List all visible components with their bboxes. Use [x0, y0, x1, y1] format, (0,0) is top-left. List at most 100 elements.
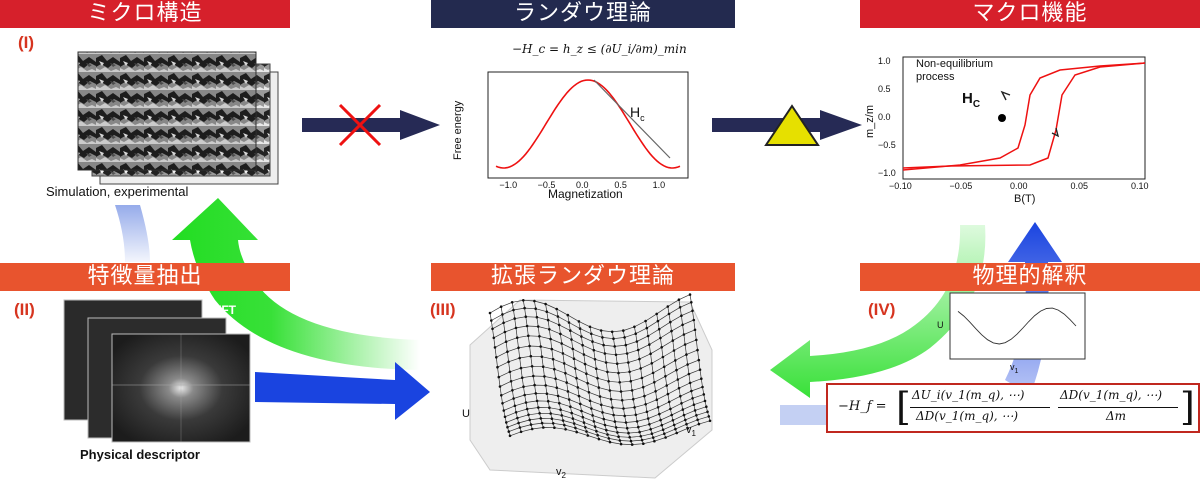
surface-point: [563, 423, 566, 427]
surface-point: [640, 438, 644, 442]
surface-point: [572, 357, 576, 361]
hysteresis-y-tick-label: −0.5: [878, 140, 896, 150]
surface-point: [577, 320, 581, 323]
surface-point: [703, 399, 707, 403]
surface-point: [596, 376, 599, 380]
surface-point: [496, 365, 499, 369]
surface-point: [655, 398, 659, 402]
surface-point: [618, 381, 621, 384]
surface-point: [622, 407, 625, 410]
surface-point: [612, 413, 615, 417]
surface-point: [629, 379, 633, 383]
surface-point: [555, 307, 558, 311]
surface-point: [507, 360, 510, 364]
surface-point: [518, 426, 522, 429]
surface-point: [508, 370, 512, 374]
faint-blue-band: [115, 205, 150, 262]
surface-point: [639, 367, 642, 370]
surface-point: [538, 335, 541, 338]
surface-point: [591, 414, 594, 417]
surface-point: [557, 323, 561, 327]
surface-point: [695, 338, 698, 342]
surface-point: [680, 402, 683, 405]
surface-point: [630, 443, 634, 446]
surface-point: [534, 307, 537, 311]
surface-point: [692, 318, 696, 322]
surface-point: [581, 415, 585, 419]
surface-point: [523, 393, 526, 397]
surface-point: [550, 417, 554, 421]
landau-x-tick-label: 0.0: [576, 180, 589, 190]
surface-point: [660, 346, 663, 349]
surface-point: [628, 436, 631, 439]
surface-point: [684, 418, 687, 422]
surface-point: [583, 362, 587, 366]
surface-point: [638, 430, 641, 434]
surface-point: [645, 326, 649, 330]
hysteresis-annotation-2: process: [916, 71, 955, 83]
surface-point: [559, 408, 562, 412]
surface-point: [623, 414, 626, 418]
surface-point: [530, 427, 534, 431]
surface-point: [635, 420, 639, 423]
surface-point: [607, 437, 611, 440]
eq-den1: ΔD(v_1(m_q), ⋯): [916, 409, 1019, 423]
surface-point: [618, 439, 622, 442]
surface-point: [561, 419, 565, 422]
surface-point: [488, 311, 492, 315]
surface-point: [596, 433, 599, 437]
surface-point: [597, 386, 601, 389]
surface-point: [503, 415, 507, 419]
surface-point: [660, 423, 664, 427]
surface-point: [676, 378, 680, 381]
surface-point: [498, 385, 502, 388]
surface-point: [591, 340, 594, 343]
surface-point: [651, 436, 655, 439]
surface-point: [613, 345, 616, 348]
surface-point: [666, 305, 670, 308]
surface-point: [501, 402, 504, 405]
surface-point: [633, 325, 636, 329]
surface-point: [682, 413, 686, 417]
surface-point: [544, 384, 547, 387]
surface-point: [540, 421, 544, 425]
surface-point: [613, 420, 617, 423]
caption-simulation: Simulation, experimental: [46, 184, 189, 199]
surface-point: [627, 361, 630, 364]
caption-fft: FFT: [214, 303, 236, 317]
surface-point: [533, 383, 536, 387]
surface-point: [599, 329, 603, 332]
header-micro: ミクロ構造: [0, 0, 290, 28]
surface-point: [677, 386, 681, 390]
surface-point: [685, 353, 688, 356]
surface-point: [602, 343, 605, 347]
surface-point: [696, 418, 699, 422]
surface-point: [514, 411, 518, 414]
surface-point: [567, 321, 571, 324]
small-plot-xlabel: v1: [1010, 362, 1019, 375]
surface-point: [516, 416, 519, 420]
header-landau: ランダウ理論: [431, 0, 735, 28]
label-iii: (III): [430, 300, 456, 319]
surface-point: [622, 329, 625, 332]
landau-x-tick-label: −1.0: [499, 180, 518, 190]
surface-point: [658, 412, 661, 416]
surface-point: [638, 357, 641, 361]
surface-point: [708, 419, 712, 423]
extended-equation-box: −H_f = [ ΔU_i(v_1(m_q), ⋯) ΔD(v_1(m_q), …: [826, 383, 1200, 433]
surface-point: [545, 392, 549, 396]
surface-point: [665, 384, 668, 387]
surface-point: [508, 434, 512, 438]
surface-point: [574, 426, 577, 430]
surface-point: [502, 321, 505, 325]
surface-point: [593, 358, 597, 361]
yellow-triangle-icon: [764, 104, 820, 146]
surface-point: [523, 306, 526, 310]
surface-point: [625, 426, 629, 430]
surface-point: [629, 439, 633, 443]
surface-point: [645, 410, 649, 414]
surface-point: [544, 302, 547, 306]
header-feature: 特徴量抽出: [0, 263, 290, 291]
surface-point: [590, 407, 593, 410]
